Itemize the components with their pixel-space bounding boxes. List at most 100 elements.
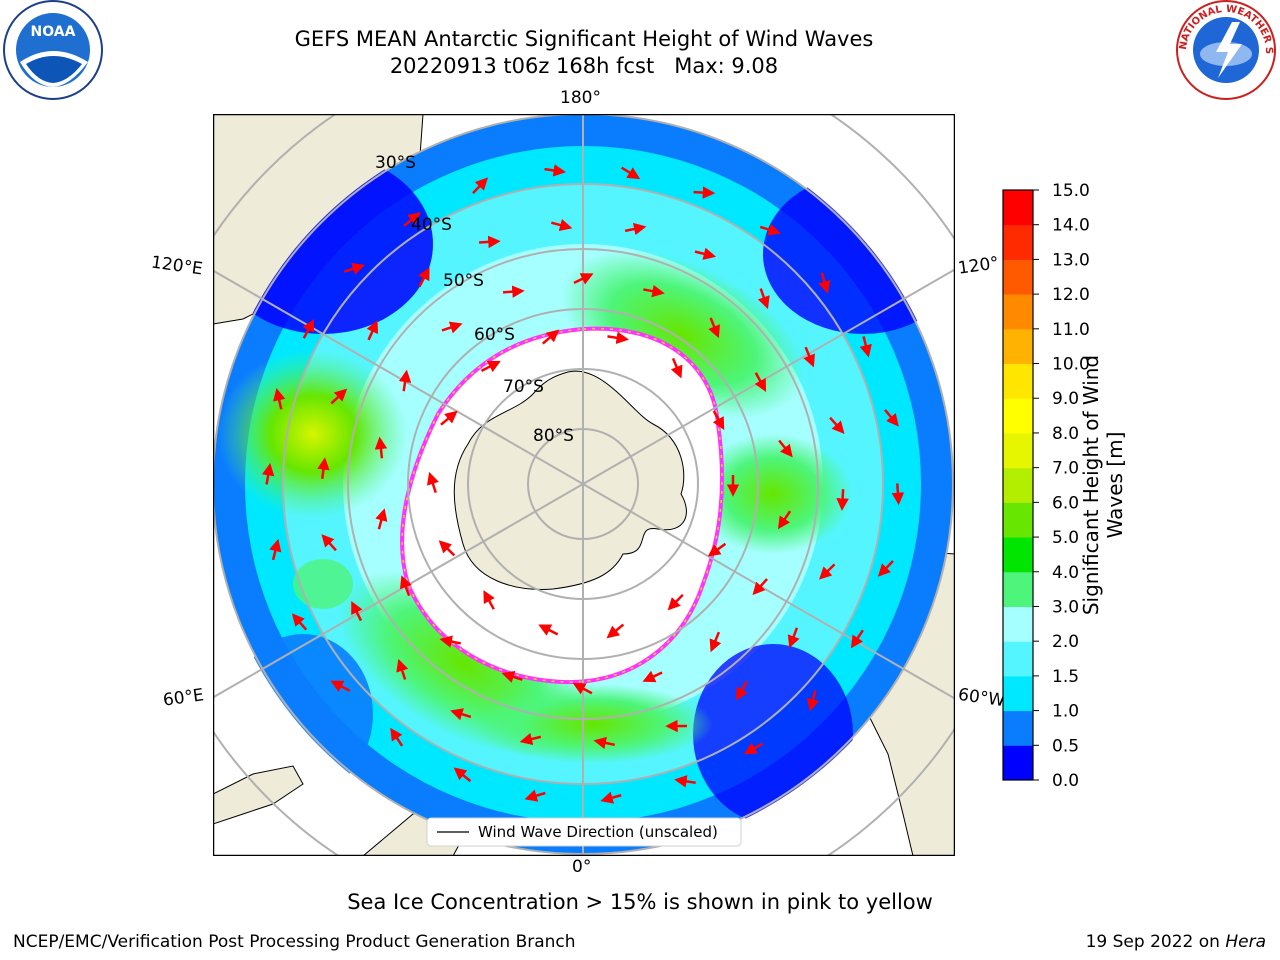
wave-direction-arrow (501, 670, 523, 683)
wave-direction-arrow (541, 329, 560, 345)
wave-direction-arrow (502, 285, 525, 298)
colorbar-tick-label: 0.0 (1052, 771, 1079, 791)
wave-direction-arrow (400, 575, 412, 597)
noaa-logo-text: NOAA (31, 24, 76, 40)
colorbar-tick-label: 3.0 (1052, 597, 1079, 617)
credit-branch: NCEP/EMC/Verification Post Processing Pr… (13, 932, 576, 952)
colorbar-tick-label: 9.0 (1052, 389, 1079, 409)
colorbar-swatch (1003, 328, 1033, 365)
wave-direction-arrow (330, 680, 351, 692)
wave-direction-arrow (754, 372, 767, 392)
wave-direction-arrow (438, 540, 456, 557)
colorbar-title-line2: Waves [m] (1103, 431, 1127, 539)
wave-direction-arrow (807, 690, 820, 712)
wave-direction-arrow (390, 727, 404, 747)
colorbar-swatch (1003, 537, 1033, 573)
map-panel: 30°S 40°S 50°S 60°S 70°S 80°S Wind Wave … (213, 114, 955, 856)
colorbar-tick-label: 5.0 (1052, 528, 1079, 548)
wave-direction-arrow (707, 542, 727, 557)
wave-direction-arrow (819, 563, 836, 580)
wave-direction-arrow (606, 623, 625, 639)
wave-direction-arrow (620, 166, 641, 180)
colorbar-tick-label: 2.0 (1052, 632, 1079, 652)
colorbar-tick-label: 6.0 (1052, 493, 1079, 513)
wave-direction-arrow (693, 186, 716, 199)
legend-box (426, 817, 742, 847)
colorbar-tick-label: 0.5 (1052, 736, 1079, 756)
lon-label-120e: 120°E (149, 252, 204, 280)
wave-direction-arrow (643, 284, 665, 298)
wave-direction-arrow (593, 736, 616, 750)
wave-direction-arrow (317, 457, 330, 479)
lon-label-60e: 60°E (161, 685, 206, 711)
colorbar-tick-label: 1.5 (1052, 667, 1079, 687)
wave-direction-arrow (818, 272, 831, 294)
colorbar-swatch (1003, 398, 1033, 434)
wind-wave-arrows (261, 164, 905, 804)
colorbar-swatch (1003, 675, 1033, 712)
wave-direction-arrow (375, 508, 388, 530)
credit-date: 19 Sep 2022 on Hera (1086, 932, 1266, 952)
colorbar-tick-label: 10.0 (1052, 355, 1090, 375)
colorbar-swatch (1003, 294, 1033, 330)
wave-direction-arrow (573, 273, 594, 285)
wave-direction-arrow (261, 463, 275, 485)
wave-direction-arrow (877, 560, 894, 577)
wave-direction-arrow (803, 346, 815, 368)
credit-date-text: 19 Sep 2022 on (1085, 932, 1220, 952)
wave-direction-arrow (600, 791, 622, 804)
wave-direction-arrow (859, 336, 872, 358)
chart-title: GEFS MEAN Antarctic Significant Height o… (294, 27, 874, 51)
colorbar-swatch (1003, 571, 1033, 607)
wave-direction-arrow (624, 222, 647, 236)
wave-direction-arrow (538, 624, 559, 636)
colorbar-swatch (1003, 641, 1033, 677)
lat-label-60s: 60°S (474, 325, 515, 345)
colorbar-tick-label: 11.0 (1052, 320, 1090, 340)
lat-label-40s: 40°S (411, 215, 452, 235)
wave-direction-arrow (712, 410, 725, 431)
wave-direction-arrow (439, 635, 462, 648)
wave-direction-arrow (450, 708, 472, 721)
wave-direction-arrow (642, 670, 663, 683)
wave-direction-arrow (757, 288, 770, 310)
colorbar-tick-label: 8.0 (1052, 424, 1079, 444)
colorbar-swatch (1003, 467, 1033, 503)
graticule (213, 114, 955, 856)
wave-direction-arrow (667, 593, 684, 611)
wave-direction-arrow (670, 357, 683, 379)
wave-direction-arrow (850, 629, 864, 649)
colorbar-swatch (1003, 259, 1033, 295)
lon-label-120w: 120° (956, 253, 1001, 279)
wave-direction-arrow (884, 409, 899, 427)
wave-direction-arrow (441, 321, 463, 334)
wave-direction-arrow (291, 613, 308, 631)
wave-direction-arrow (759, 223, 781, 236)
wave-direction-arrow (519, 732, 542, 746)
map-frame (213, 114, 955, 856)
wave-direction-arrow (343, 262, 365, 275)
wave-direction-arrow (366, 320, 379, 341)
credit-machine: Hera (1225, 932, 1266, 952)
wave-direction-arrow (607, 331, 629, 344)
sea-ice-note: Sea Ice Concentration > 15% is shown in … (347, 890, 933, 914)
colorbar-swatch (1003, 606, 1033, 642)
wave-direction-arrow (829, 416, 845, 434)
lon-label-180: 180° (560, 88, 601, 108)
wave-direction-arrow (777, 510, 792, 530)
lon-label-0: 0° (572, 857, 592, 877)
wave-direction-arrow (396, 658, 409, 680)
wave-direction-arrow (418, 267, 430, 288)
colorbar-tick-label: 14.0 (1052, 216, 1090, 236)
wave-direction-arrow (708, 317, 720, 339)
wave-direction-arrow (480, 360, 501, 373)
wave-direction-arrow (544, 164, 567, 177)
wave-direction-arrow (403, 211, 421, 227)
colorbar-tick-label: 12.0 (1052, 285, 1090, 305)
wave-direction-arrow (694, 247, 717, 260)
wave-direction-arrow (440, 410, 458, 426)
colorbar-swatch (1003, 224, 1033, 260)
colorbar-swatch (1003, 502, 1033, 538)
wave-direction-arrow (398, 369, 412, 392)
wave-direction-arrow (524, 789, 546, 802)
